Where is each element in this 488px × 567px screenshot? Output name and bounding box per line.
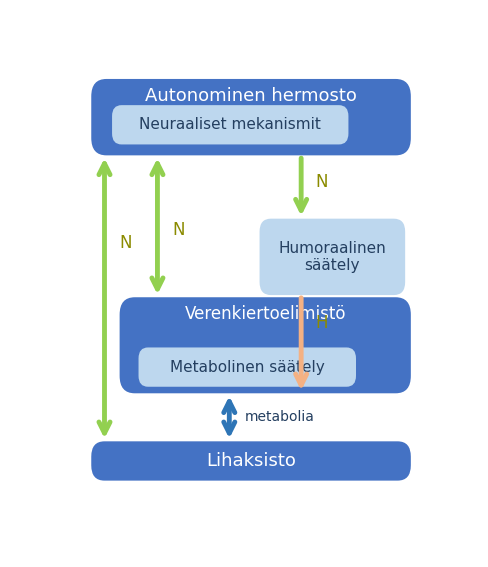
Text: Lihaksisto: Lihaksisto: [206, 452, 296, 470]
FancyBboxPatch shape: [91, 441, 411, 481]
FancyBboxPatch shape: [91, 79, 411, 155]
Text: Humoraalinen
säätely: Humoraalinen säätely: [279, 240, 386, 273]
Text: N: N: [316, 172, 328, 191]
Text: N: N: [172, 221, 184, 239]
FancyBboxPatch shape: [260, 219, 405, 295]
Text: Autonominen hermosto: Autonominen hermosto: [145, 87, 357, 104]
Text: N: N: [119, 234, 132, 252]
Text: Neuraaliset mekanismit: Neuraaliset mekanismit: [139, 117, 321, 132]
FancyBboxPatch shape: [139, 348, 356, 387]
FancyBboxPatch shape: [112, 105, 348, 145]
Text: H: H: [316, 315, 328, 332]
FancyBboxPatch shape: [120, 297, 411, 393]
Text: metabolia: metabolia: [244, 411, 314, 424]
Text: Verenkiertoelimistö: Verenkiertoelimistö: [184, 305, 346, 323]
Text: Metabolinen säätely: Metabolinen säätely: [170, 359, 325, 375]
